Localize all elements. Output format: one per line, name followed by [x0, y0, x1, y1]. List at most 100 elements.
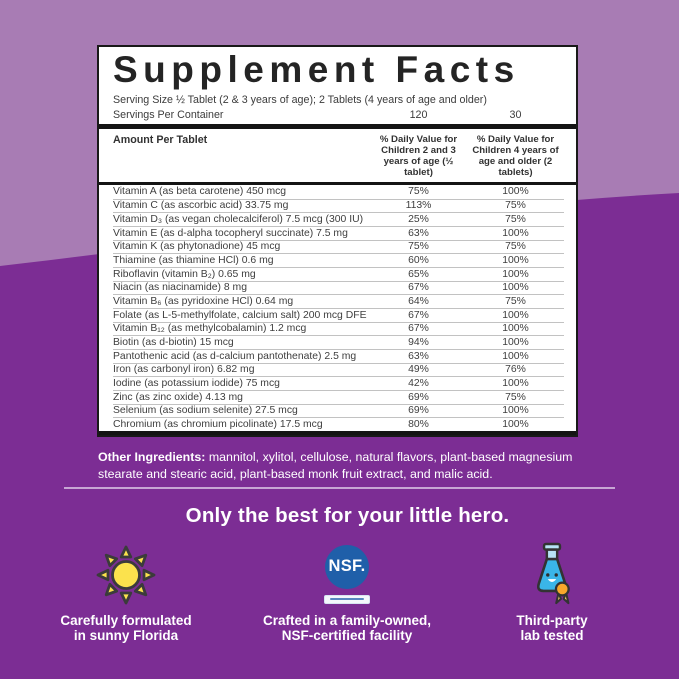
nutrient-name: Vitamin B₆ (as pyridoxine HCl) 0.64 mg	[113, 296, 294, 308]
table-row: Vitamin A (as beta carotene) 450 mcg 75%…	[113, 185, 564, 199]
daily-value-children-2-3: 94%	[408, 337, 429, 349]
table-row: Vitamin B₁₂ (as methylcobalamin) 1.2 mcg…	[113, 321, 564, 336]
nutrient-name: Vitamin C (as ascorbic acid) 33.75 mg	[113, 200, 289, 212]
other-ingredients-label: Other Ingredients:	[98, 450, 206, 464]
daily-value-children-2-3: 65%	[408, 268, 429, 280]
panel-title: Supplement Facts	[113, 49, 520, 90]
table-row: Niacin (as niacinamide) 8 mg 67% 100%	[113, 280, 564, 295]
daily-value-children-4-plus: 100%	[502, 350, 529, 362]
serving-size-text: Serving Size ½ Tablet (2 & 3 years of ag…	[113, 94, 487, 106]
table-row: Thiamine (as thiamine HCl) 0.6 mg 60% 10…	[113, 253, 564, 267]
section-divider	[64, 487, 615, 489]
nutrient-name: Folate (as L-5-methylfolate, calcium sal…	[113, 309, 367, 321]
table-row: Vitamin B₆ (as pyridoxine HCl) 0.64 mg 6…	[113, 294, 564, 308]
flask-icon	[536, 542, 570, 605]
amount-per-tablet-header: Amount Per Tablet	[113, 133, 208, 146]
nutrient-name: Riboflavin (vitamin B₂) 0.65 mg	[113, 268, 256, 280]
tagline: Only the best for your little hero.	[185, 504, 510, 527]
table-row: Vitamin D₃ (as vegan cholecalciferol) 7.…	[113, 212, 564, 226]
daily-value-children-4-plus: 75%	[505, 214, 526, 226]
daily-value-children-2-3: 49%	[408, 364, 429, 376]
nutrient-name: Vitamin B₁₂ (as methylcobalamin) 1.2 mcg	[113, 323, 307, 335]
nutrient-name: Vitamin K (as phytonadione) 45 mcg	[113, 241, 281, 253]
servings-value-children-4-plus: 30	[509, 109, 522, 121]
daily-value-children-2-3: 75%	[408, 241, 429, 253]
table-header-row: Amount Per Tablet % Daily Value for Chil…	[113, 129, 564, 182]
daily-value-children-4-plus: 75%	[505, 241, 526, 253]
table-row: Zinc (as zinc oxide) 4.13 mg 69% 75%	[113, 389, 564, 404]
sun-icon	[96, 545, 156, 605]
daily-value-children-4-plus: 100%	[502, 282, 529, 294]
table-row: Riboflavin (vitamin B₂) 0.65 mg 65% 100%	[113, 266, 564, 281]
nsf-badge-icon: NSF.	[325, 544, 369, 589]
servings-value-children-2-3: 120	[409, 109, 428, 121]
table-header-bar	[99, 181, 576, 185]
nutrient-name: Vitamin A (as beta carotene) 450 mcg	[113, 186, 287, 198]
feature-nsf-certified: NSF. Crafted in a family-owned, NSF-cert…	[252, 538, 442, 643]
nutrient-name: Selenium (as sodium selenite) 27.5 mcg	[113, 405, 298, 417]
daily-value-children-4-plus: 100%	[502, 418, 529, 430]
daily-value-children-2-3: 113%	[405, 200, 432, 212]
daily-value-children-4-plus: 100%	[502, 255, 529, 267]
nutrient-name: Vitamin D₃ (as vegan cholecalciferol) 7.…	[113, 214, 364, 226]
daily-value-children-2-3: 25%	[408, 214, 429, 226]
nutrient-name: Iodine (as potassium iodide) 75 mcg	[113, 378, 280, 390]
nutrient-name: Vitamin E (as d-alpha tocopheryl succina…	[113, 227, 348, 239]
nutrient-name: Chromium (as chromium picolinate) 17.5 m…	[113, 418, 323, 430]
servings-per-container-row: Servings Per Container 120 30	[113, 108, 564, 122]
feature-lab-tested: Third-party lab tested	[477, 538, 627, 643]
nutrient-name: Niacin (as niacinamide) 8 mg	[113, 282, 247, 294]
daily-value-children-4-plus: 100%	[502, 337, 529, 349]
daily-value-children-4-plus: 100%	[502, 323, 529, 335]
daily-value-children-2-3: 64%	[408, 296, 429, 308]
nsf-tag-fineprint	[330, 597, 364, 601]
daily-value-children-4-plus: 100%	[502, 227, 529, 239]
feature-caption: Third-party lab tested	[516, 613, 588, 643]
nutrient-name: Thiamine (as thiamine HCl) 0.6 mg	[113, 255, 274, 267]
nutrient-rows: Vitamin A (as beta carotene) 450 mcg 75%…	[113, 185, 564, 431]
nsf-certification-tag	[324, 594, 370, 604]
table-row: Iron (as carbonyl iron) 6.82 mg 49% 76%	[113, 362, 564, 377]
other-ingredients-text: Other Ingredients: mannitol, xylitol, ce…	[98, 449, 576, 482]
daily-value-4-plus-header: % Daily Value for Children 4 years of ag…	[472, 133, 559, 178]
daily-value-children-4-plus: 75%	[505, 296, 526, 308]
daily-value-children-4-plus: 100%	[502, 186, 529, 198]
nutrient-name: Iron (as carbonyl iron) 6.82 mg	[113, 364, 255, 376]
daily-value-children-2-3: 67%	[408, 323, 429, 335]
daily-value-children-2-3: 63%	[408, 350, 429, 362]
daily-value-children-2-3: 63%	[408, 227, 429, 239]
daily-value-children-4-plus: 75%	[505, 391, 526, 403]
feature-sunny-florida: Carefully formulated in sunny Florida	[41, 538, 211, 643]
daily-value-children-2-3: 69%	[408, 391, 429, 403]
table-row: Selenium (as sodium selenite) 27.5 mcg 6…	[113, 403, 564, 418]
daily-value-children-2-3: 75%	[408, 186, 429, 198]
supplement-facts-panel: Supplement Facts Serving Size ½ Tablet (…	[97, 45, 578, 437]
table-row: Vitamin E (as d-alpha tocopheryl succina…	[113, 225, 564, 240]
table-row: Iodine (as potassium iodide) 75 mcg 42% …	[113, 376, 564, 390]
feature-caption: Crafted in a family-owned, NSF-certified…	[262, 613, 432, 643]
table-row: Pantothenic acid (as d-calcium pantothen…	[113, 348, 564, 363]
daily-value-children-4-plus: 75%	[505, 200, 526, 212]
daily-value-children-2-3: 80%	[408, 418, 429, 430]
table-top-bar	[99, 124, 576, 129]
table-row: Vitamin C (as ascorbic acid) 33.75 mg 11…	[113, 198, 564, 213]
daily-value-children-2-3: 60%	[408, 255, 429, 267]
other-ingredients-list: mannitol, xylitol, cellulose, natural fl…	[98, 450, 573, 481]
daily-value-children-2-3: 42%	[408, 378, 429, 390]
daily-value-children-2-3: 67%	[408, 282, 429, 294]
table-row: Vitamin K (as phytonadione) 45 mcg 75% 7…	[113, 239, 564, 254]
daily-value-children-2-3: 67%	[408, 309, 429, 321]
table-row: Folate (as L-5-methylfolate, calcium sal…	[113, 307, 564, 322]
nsf-badge-text: NSF.	[328, 557, 366, 575]
daily-value-children-4-plus: 100%	[502, 268, 529, 280]
table-row: Chromium (as chromium picolinate) 17.5 m…	[113, 417, 564, 431]
daily-value-children-4-plus: 100%	[502, 309, 529, 321]
nutrient-name: Biotin (as d-biotin) 15 mcg	[113, 337, 234, 349]
daily-value-children-4-plus: 100%	[502, 378, 529, 390]
daily-value-2-3-header: % Daily Value for Children 2 and 3 years…	[379, 133, 458, 178]
table-bottom-bar	[99, 430, 576, 436]
nutrient-name: Zinc (as zinc oxide) 4.13 mg	[113, 391, 243, 403]
daily-value-children-4-plus: 100%	[502, 405, 529, 417]
nutrient-name: Pantothenic acid (as d-calcium pantothen…	[113, 350, 357, 362]
